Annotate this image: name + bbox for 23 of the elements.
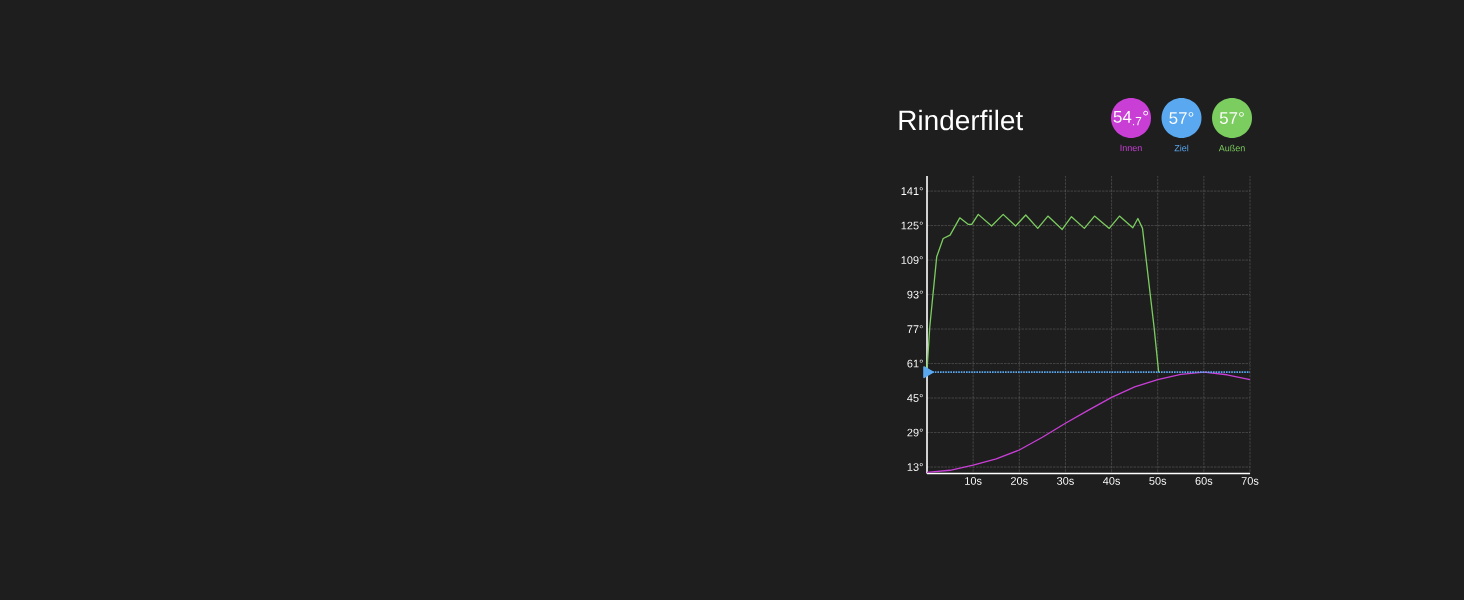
- x-tick-label: 30s: [1057, 477, 1074, 485]
- x-tick-label: 40s: [1102, 477, 1121, 485]
- text: Innen: [1120, 144, 1142, 152]
- y-tick-label: 141°: [901, 187, 923, 195]
- text: Außen: [1218, 144, 1245, 152]
- y-tick-label: 13°: [907, 463, 923, 471]
- text: 57°: [1169, 111, 1194, 125]
- y-tick-label: 93°: [907, 290, 923, 299]
- y-tick-label: 61°: [907, 359, 923, 368]
- text: 54$_{.7}$°: [1113, 110, 1149, 126]
- x-tick-label: 20s: [1010, 477, 1028, 485]
- y-tick-label: 45°: [907, 394, 923, 402]
- x-tick-label: 50s: [1149, 477, 1167, 485]
- text: Ziel: [1174, 144, 1189, 152]
- y-tick-label: 125°: [901, 221, 923, 230]
- x-tick-label: 70s: [1241, 477, 1259, 485]
- chart-title: Rinderfilet: [899, 109, 1024, 131]
- y-tick-label: 109°: [901, 256, 923, 264]
- y-tick-label: 29°: [907, 428, 923, 437]
- x-tick-label: 10s: [965, 477, 982, 485]
- x-tick-label: 60s: [1195, 477, 1213, 485]
- y-tick-label: 77°: [907, 325, 923, 333]
- text: 57°: [1219, 111, 1244, 125]
